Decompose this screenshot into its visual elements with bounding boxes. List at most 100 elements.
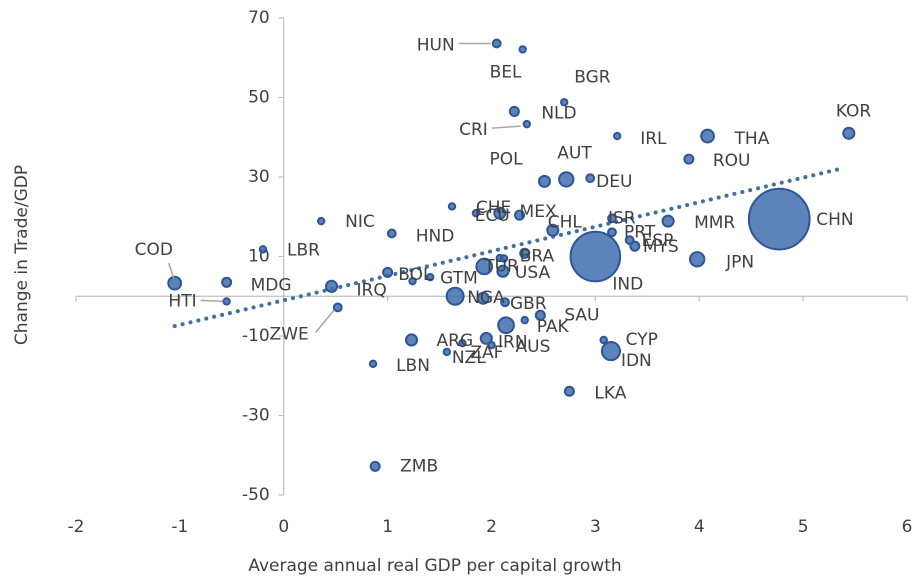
x-tick-label: 0: [278, 517, 289, 537]
point-label: BGR: [574, 67, 611, 87]
bubble: [563, 385, 575, 397]
point-label: NGA: [467, 288, 505, 308]
point-label: HTI: [168, 291, 196, 311]
y-axis-title: Change in Trade/GDP: [12, 165, 32, 345]
y-tick-label: -50: [242, 485, 270, 505]
bubble: [479, 331, 493, 345]
point-label: CHN: [816, 210, 853, 230]
bubble: [624, 235, 635, 246]
bubble: [382, 266, 394, 278]
point-label: IRN: [498, 332, 528, 352]
point-label: GBR: [510, 294, 547, 314]
leader-line: [167, 262, 175, 279]
bubble: [368, 359, 378, 369]
point-label: ZWE: [270, 324, 309, 344]
point-label: ESP: [642, 231, 674, 251]
point-label: COD: [135, 240, 173, 260]
bubble: [683, 153, 695, 165]
bubble: [458, 338, 467, 348]
leader-line: [491, 125, 521, 129]
bubble: [558, 171, 575, 188]
x-tick-label: 6: [902, 517, 913, 537]
bubble: [445, 286, 465, 306]
bubble: [404, 333, 419, 347]
point-label: KOR: [836, 101, 872, 121]
bubble: [700, 128, 715, 144]
bubble: [258, 245, 268, 254]
bubble: [491, 38, 502, 49]
bubble: [519, 247, 531, 259]
point-label: JPN: [725, 252, 754, 272]
x-tick-label: 2: [486, 517, 497, 537]
point-label: HND: [416, 226, 455, 246]
x-tick-label: -1: [171, 517, 188, 537]
bubble: [222, 297, 231, 306]
point-label: BRA: [520, 246, 555, 266]
point-label: LBR: [287, 240, 320, 260]
point-label: USA: [515, 263, 551, 283]
point-label: BOL: [398, 265, 433, 285]
bubble: [612, 131, 622, 141]
bubble: [600, 341, 622, 362]
bubble: [569, 230, 622, 283]
point-label: ISR: [608, 208, 636, 228]
point-label: MMR: [694, 213, 735, 233]
bubble: [447, 202, 457, 211]
point-label: PAK: [537, 317, 570, 337]
x-tick-label: -2: [68, 517, 85, 537]
point-label: POL: [489, 149, 523, 169]
point-label: MYS: [643, 237, 679, 257]
point-label: ROU: [713, 151, 751, 171]
bubble: [497, 316, 515, 335]
bubble: [520, 315, 529, 325]
point-label: BEL: [490, 62, 522, 82]
point-label: NIC: [345, 212, 375, 232]
bubble: [518, 45, 527, 54]
point-label: NZL: [452, 348, 486, 368]
bubble: [842, 126, 856, 140]
point-label: IRL: [640, 129, 667, 149]
y-tick-label: -30: [242, 406, 270, 426]
point-label: PRT: [624, 222, 656, 242]
point-label: SAU: [564, 305, 599, 325]
bubble: [475, 257, 494, 276]
point-label: GTM: [440, 268, 478, 288]
point-label: CHE: [476, 198, 511, 218]
bubble: [607, 227, 617, 238]
bubble: [522, 119, 532, 129]
bubble: [386, 228, 397, 239]
point-label: THA: [734, 129, 770, 149]
bubble: [747, 187, 811, 251]
bubble: [607, 213, 617, 224]
bubble: [167, 275, 183, 291]
bubble: [442, 347, 452, 357]
bubble: [689, 251, 706, 268]
leader-line: [200, 299, 223, 303]
bubble: [476, 291, 490, 305]
point-label: MDG: [251, 275, 292, 295]
bubble: [560, 98, 569, 107]
x-tick-label: 1: [382, 517, 393, 537]
point-label: ECU: [475, 206, 510, 226]
bubble: [534, 309, 546, 321]
bubble: [324, 279, 339, 293]
trendline: [172, 167, 842, 329]
point-label: NLD: [541, 103, 576, 123]
bubble: [426, 272, 435, 282]
y-tick-label: 30: [248, 167, 270, 187]
point-label: CYP: [626, 330, 658, 350]
bubble: [599, 335, 608, 345]
point-label: IND: [612, 275, 643, 295]
bubble: [493, 206, 507, 220]
point-label: AUT: [557, 143, 592, 163]
point-label: LBN: [396, 356, 430, 376]
bubble: [585, 173, 596, 184]
point-label: IRQ: [357, 280, 387, 300]
bubble: [408, 276, 417, 286]
point-label: MEX: [520, 202, 557, 222]
bubble: [471, 208, 481, 218]
point-label: AUS: [516, 337, 551, 357]
bubble: [661, 214, 675, 228]
point-label: CRI: [459, 120, 488, 140]
